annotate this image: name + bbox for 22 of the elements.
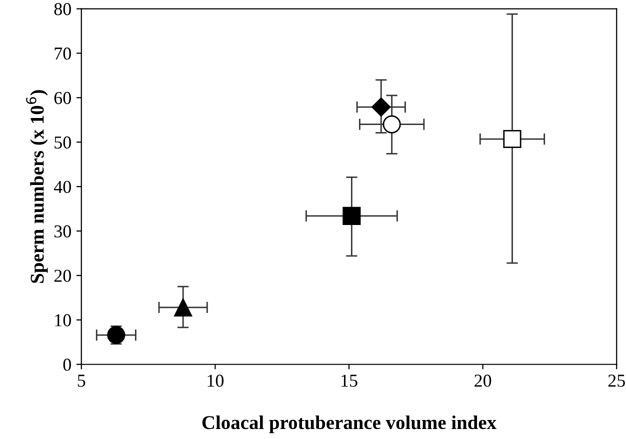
x-tick-label: 15 xyxy=(342,374,358,387)
x-tick-label: 5 xyxy=(78,374,86,387)
x-tick-label: 25 xyxy=(608,374,625,387)
point xyxy=(372,97,391,117)
y-tick-label: 20 xyxy=(54,270,71,282)
point xyxy=(107,326,126,344)
y-tick-label: 10 xyxy=(55,314,71,326)
x-axis-title: Cloacal protuberance volume index xyxy=(202,415,496,434)
y-tick-label: 0 xyxy=(63,358,71,371)
y-tick-label: 40 xyxy=(54,180,71,194)
point xyxy=(503,130,522,148)
y-tick-label: 50 xyxy=(54,136,71,149)
point xyxy=(174,298,192,317)
x-tick-label: 10 xyxy=(208,374,224,387)
y-tick-label: 80 xyxy=(54,3,71,16)
point xyxy=(382,115,401,134)
y-axis-title: Sperm numbers (x 10$^{6}$) xyxy=(26,90,48,283)
point xyxy=(342,206,361,225)
y-tick-label: 30 xyxy=(54,225,71,238)
x-tick-label: 20 xyxy=(474,374,492,387)
y-tick-label: 60 xyxy=(54,92,71,104)
y-tick-label: 70 xyxy=(54,47,71,60)
